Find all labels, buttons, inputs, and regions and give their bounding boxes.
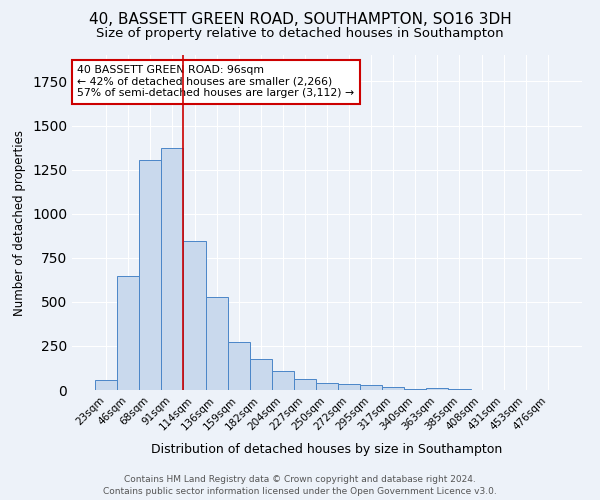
Bar (272, 372, 294, 390)
Bar (184, 241, 206, 390)
Bar (382, 387, 404, 390)
Bar (250, 359, 272, 390)
Text: Contains HM Land Registry data © Crown copyright and database right 2024.
Contai: Contains HM Land Registry data © Crown c… (103, 474, 497, 496)
Bar (139, 160, 161, 390)
X-axis label: Distribution of detached houses by size in Southampton: Distribution of detached houses by size … (151, 443, 503, 456)
Y-axis label: Number of detached properties: Number of detached properties (13, 130, 26, 316)
Text: Size of property relative to detached houses in Southampton: Size of property relative to detached ho… (96, 28, 504, 40)
Bar (117, 276, 139, 390)
Bar (161, 148, 184, 390)
Bar (338, 384, 360, 390)
Bar (316, 384, 338, 390)
Bar (404, 389, 427, 390)
Bar (227, 342, 250, 390)
Bar (95, 380, 117, 390)
Bar (360, 385, 382, 390)
Bar (427, 388, 448, 390)
Bar (448, 389, 470, 390)
Bar (294, 378, 316, 390)
Text: 40 BASSETT GREEN ROAD: 96sqm
← 42% of detached houses are smaller (2,266)
57% of: 40 BASSETT GREEN ROAD: 96sqm ← 42% of de… (77, 65, 354, 98)
Text: 40, BASSETT GREEN ROAD, SOUTHAMPTON, SO16 3DH: 40, BASSETT GREEN ROAD, SOUTHAMPTON, SO1… (89, 12, 511, 28)
Bar (206, 298, 227, 390)
